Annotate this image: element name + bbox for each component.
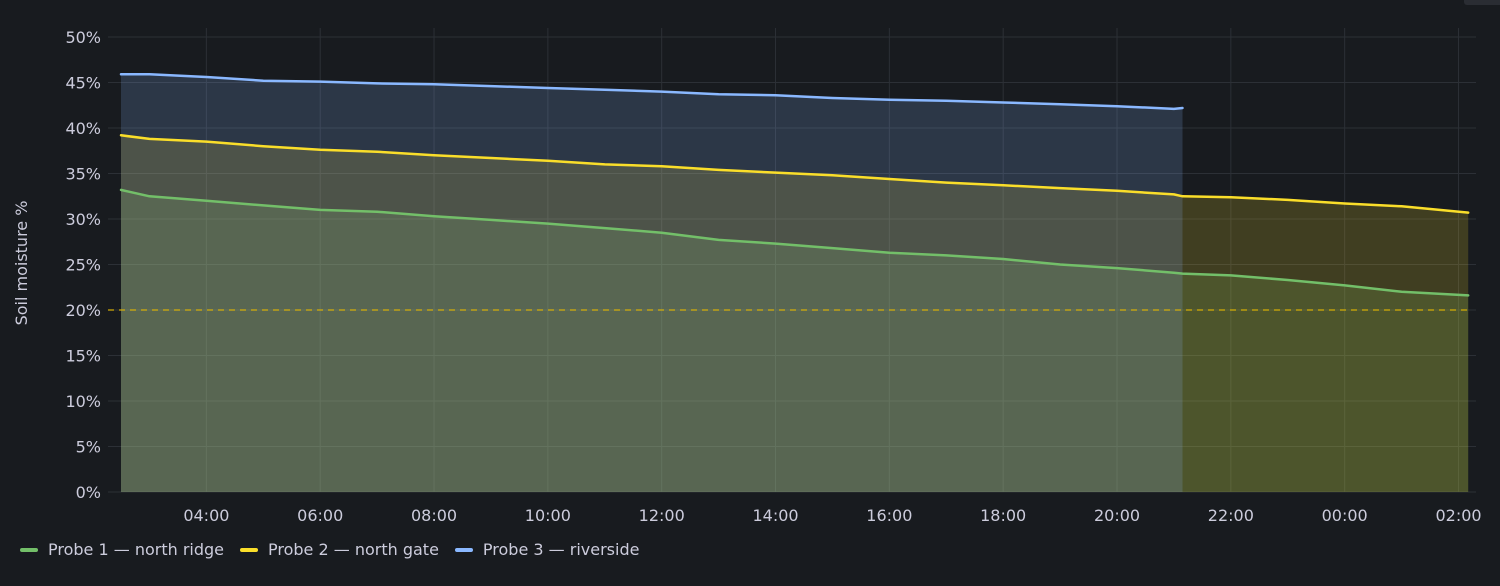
x-tick-label: 10:00 (525, 506, 571, 525)
series-line-1 (119, 188, 1470, 297)
legend: Probe 1 — north ridge Probe 2 — north gat… (20, 540, 639, 559)
series-area-3 (121, 74, 1183, 493)
grid (108, 28, 1476, 493)
series-area-2 (121, 135, 1469, 493)
x-tick-label: 18:00 (980, 506, 1026, 525)
x-tick-label: 02:00 (1435, 506, 1481, 525)
panel-corner-tab (1464, 0, 1500, 5)
legend-swatch (20, 547, 38, 552)
legend-swatch (454, 547, 473, 552)
y-tick-label: 25% (65, 256, 101, 275)
area-fills (121, 74, 1469, 493)
y-tick-label: 50% (65, 28, 101, 47)
y-tick-label: 10% (65, 392, 101, 411)
y-axis-ticks: 0% 5% 10% 15% 20% 25% 30% 35% 40% 45% 50% (65, 28, 101, 502)
y-tick-label: 30% (65, 210, 101, 229)
y-tick-label: 0% (76, 483, 101, 502)
legend-item-1[interactable]: Probe 1 — north ridge (20, 540, 224, 559)
x-tick-label: 16:00 (866, 506, 912, 525)
x-tick-label: 06:00 (297, 506, 343, 525)
series-line-3 (119, 73, 1184, 111)
legend-label: Probe 2 — north gate (268, 540, 439, 559)
legend-item-2[interactable]: Probe 2 — north gate (240, 540, 439, 559)
x-tick-label: 22:00 (1208, 506, 1254, 525)
y-tick-label: 5% (76, 438, 101, 457)
x-tick-label: 12:00 (639, 506, 685, 525)
y-tick-label: 45% (65, 74, 101, 93)
series-line-2 (119, 134, 1470, 214)
series-area-1 (121, 189, 1469, 492)
x-tick-label: 08:00 (411, 506, 457, 525)
x-tick-label: 20:00 (1094, 506, 1140, 525)
y-tick-label: 35% (65, 165, 101, 184)
y-axis-label: Soil moisture % (12, 201, 31, 326)
y-tick-label: 20% (65, 301, 101, 320)
soil-moisture-chart: 0% 5% 10% 15% 20% 25% 30% 35% 40% 45% 50% 04:00 06:… (12, 28, 1482, 525)
legend-label: Probe 3 — riverside (482, 540, 640, 559)
x-axis-ticks: 04:00 06:00 08:00 10:00 12:00 14:00 16:00 18:00… (183, 506, 1481, 525)
legend-item-3[interactable]: Probe 3 — riverside (454, 540, 640, 559)
x-tick-label: 00:00 (1322, 506, 1368, 525)
x-tick-label: 04:00 (183, 506, 229, 525)
x-tick-label: 14:00 (752, 506, 798, 525)
series-lines (119, 73, 1470, 297)
y-tick-label: 40% (65, 119, 101, 138)
legend-label: Probe 1 — north ridge (48, 540, 225, 559)
legend-swatch (240, 547, 259, 552)
y-tick-label: 15% (65, 347, 101, 366)
